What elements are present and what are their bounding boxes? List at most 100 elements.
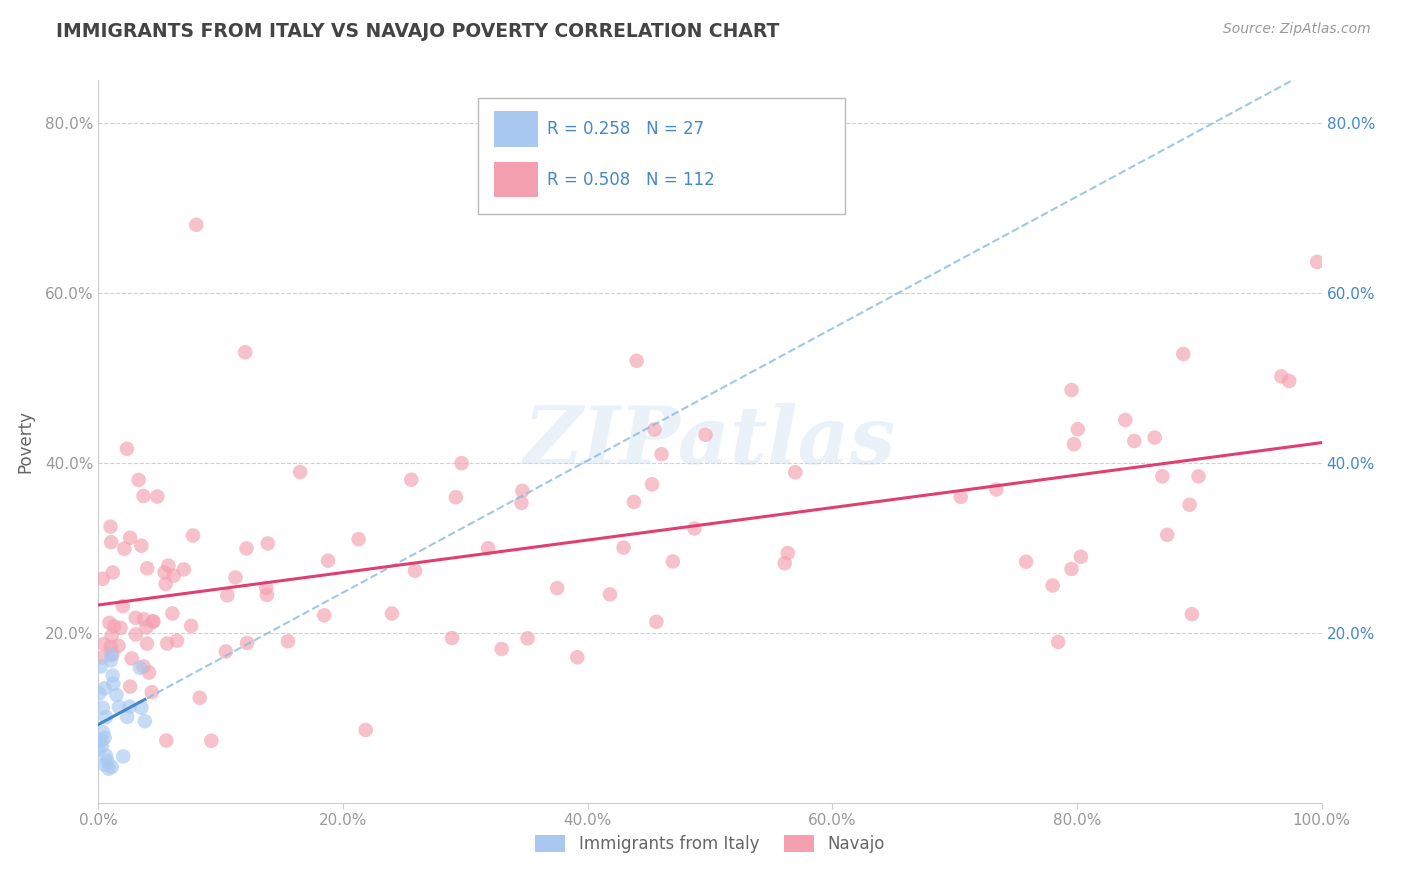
Point [131,539,153,553]
FancyBboxPatch shape [494,112,537,147]
Point [153,566,176,580]
Point [1181,607,1204,622]
Point [1060,562,1083,576]
Point [173,562,195,576]
Point [93,681,115,696]
Point [1015,555,1038,569]
Point [256,536,278,550]
Point [138,665,160,680]
Point [101,668,124,682]
FancyBboxPatch shape [478,98,845,214]
Point [90,733,112,747]
Point [1067,422,1090,436]
Point [120,680,142,694]
Point [1152,469,1174,483]
Point [1123,434,1146,448]
Point [89,686,111,700]
Point [94,748,117,763]
Point [96,754,118,768]
Point [623,495,645,509]
Point [277,634,299,648]
Text: IMMIGRANTS FROM ITALY VS NAVAJO POVERTY CORRELATION CHART: IMMIGRANTS FROM ITALY VS NAVAJO POVERTY … [56,22,779,41]
Point [316,554,339,568]
Point [785,465,807,479]
Point [599,587,621,601]
Point [108,700,131,714]
Point [215,644,238,658]
Text: R = 0.258   N = 27: R = 0.258 N = 27 [547,120,704,138]
Point [155,733,177,747]
Point [235,541,257,556]
Point [1070,549,1092,564]
Point [105,688,128,702]
Point [1278,374,1301,388]
Y-axis label: Poverty: Poverty [15,410,34,473]
Point [1114,413,1136,427]
Point [100,519,122,533]
Point [181,528,204,542]
Point [949,490,972,504]
Point [112,749,135,764]
Point [314,608,336,623]
Point [650,447,672,461]
Point [162,607,184,621]
Point [695,427,717,442]
Legend: Immigrants from Italy, Navajo: Immigrants from Italy, Navajo [529,828,891,860]
Point [97,762,120,776]
Point [100,648,122,662]
Text: R = 0.508   N = 112: R = 0.508 N = 112 [547,171,716,189]
Point [91,739,114,753]
Point [477,541,499,556]
Point [91,725,114,739]
Point [662,554,685,568]
Point [91,650,114,665]
Point [510,496,533,510]
FancyBboxPatch shape [494,162,537,197]
Point [546,581,568,595]
Point [644,422,666,436]
Point [200,733,222,747]
Point [450,456,472,470]
Point [404,564,426,578]
Point [224,570,246,584]
Point [107,639,129,653]
Point [93,731,115,745]
Point [101,566,124,580]
Point [125,611,148,625]
Point [131,700,153,714]
Point [1178,498,1201,512]
Point [91,572,114,586]
Point [142,614,165,628]
Point [1173,347,1195,361]
Point [132,659,155,673]
Point [128,473,150,487]
Point [94,710,117,724]
Point [163,568,186,582]
Point [256,588,278,602]
Point [100,629,122,643]
Point [773,556,796,570]
Point [142,615,165,629]
Point [613,541,636,555]
Point [156,636,179,650]
Point [188,690,211,705]
Point [98,615,121,630]
Point [347,532,370,546]
Text: Source: ZipAtlas.com: Source: ZipAtlas.com [1223,22,1371,37]
Point [399,473,422,487]
Point [254,581,277,595]
Point [217,588,239,602]
Point [111,599,134,614]
Point [683,521,706,535]
Point [567,650,589,665]
Point [87,742,110,756]
Point [986,483,1008,497]
Point [233,345,256,359]
Point [166,633,188,648]
Point [110,621,132,635]
Point [118,699,141,714]
Point [1042,578,1064,592]
Point [491,642,513,657]
Point [101,647,124,661]
Point [1270,369,1292,384]
